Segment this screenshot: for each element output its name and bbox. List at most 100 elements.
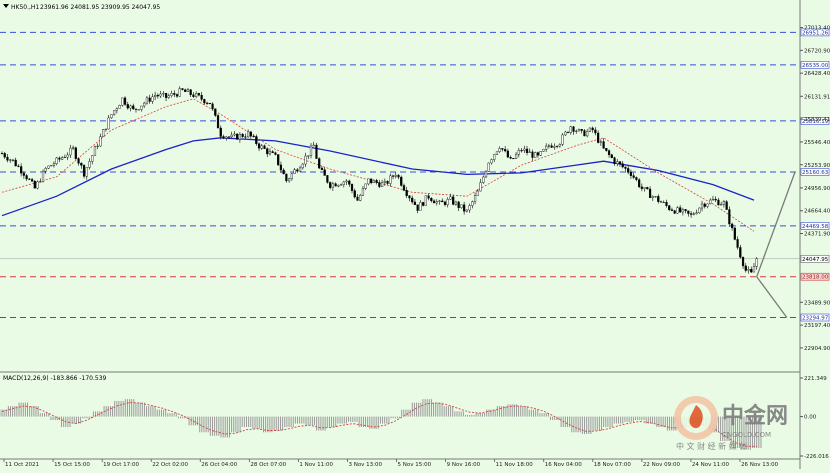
candle-body [676,207,679,214]
candle-body [525,148,529,153]
candle-body [424,195,427,206]
time-tick-label: 19 Oct 17:00 [103,462,139,468]
candle-body [687,210,690,214]
candle-body [430,197,433,202]
candlesticks [0,86,758,274]
candle-body [102,129,105,137]
candle-body [394,174,397,177]
candle-body [63,156,66,158]
candle-body [99,136,102,147]
price-tick-label: 23197.40 [804,323,830,329]
candle-body [536,152,540,156]
candle-body [241,134,244,137]
candle-body [257,143,261,149]
candle-body [575,130,578,132]
macd-tick-label: 221.349 [804,376,827,382]
candle-body [542,149,545,152]
candle-body [233,133,236,136]
candle-body [47,165,50,169]
candle-body [586,131,589,137]
candle-body [689,213,693,215]
candle-body [285,173,288,182]
watermark-slogan: 中 文 财 经 新 媒 体 [676,441,747,451]
candle-body [326,175,329,183]
candle-body [77,158,80,164]
price-tick-label: 22904.90 [804,346,830,352]
candle-body [342,181,345,185]
candle-body [6,156,9,161]
candle-body [651,196,654,198]
candle-body [25,175,28,180]
candle-body [427,195,430,199]
price-tick-label: 25839.41 [804,117,830,123]
candle-body [9,159,12,161]
candle-body [714,198,717,201]
macd-tick-label: 0.00 [804,415,817,421]
candle-body [733,227,736,240]
candle-body [711,198,715,201]
candle-body [244,136,247,138]
candle-body [104,128,108,130]
candle-body [134,108,138,110]
candle-body [441,200,444,203]
price-tick-label: 26131.91 [804,94,830,100]
candle-body [200,94,203,100]
candle-body [577,129,581,132]
candle-body [605,148,608,151]
candle-body [107,117,110,130]
price-tick-label: 26720.90 [804,48,830,54]
candle-body [353,190,356,198]
candle-body [673,210,676,214]
candle-body [22,172,25,176]
candle-body [405,190,408,197]
candle-body [517,150,520,155]
level-label: 23294.97 [802,316,829,322]
candle-body [561,134,564,145]
candle-body [638,179,641,188]
candle-body [476,190,479,196]
candle-body [550,145,553,148]
candle-body [397,174,400,178]
candle-body [91,155,94,162]
candle-body [236,133,239,140]
candle-body [659,201,663,203]
candle-body [93,146,97,156]
candle-body [736,239,739,248]
candle-body [646,187,649,190]
candle-body [479,182,482,192]
time-tick-label: 15 Oct 15:00 [54,462,90,468]
symbol-menu-icon[interactable] [3,4,9,8]
candle-body [594,129,597,134]
candle-body [402,185,406,191]
candle-body [225,136,228,139]
candle-body [520,150,523,152]
candle-body [681,209,684,213]
time-tick-label: 16 Nov 04:00 [545,462,583,468]
candle-body [293,169,296,174]
candle-body [238,134,241,140]
candle-body [597,132,600,143]
candle-body [640,186,643,189]
candle-body [20,166,23,174]
candle-body [66,154,69,158]
cngold-watermark: 中金网 CNGOLD.COM 中 文 财 经 新 媒 体 [674,396,788,451]
candle-body [389,175,392,184]
candle-body [96,145,99,147]
candle-body [523,148,526,151]
candle-body [140,105,143,110]
candle-body [454,201,458,205]
candle-body [339,184,343,186]
horizontal-levels: 26951.26 26535.00 25816.19 25160.63 24469.58… [0,28,830,322]
candle-body [731,223,734,229]
candle-body [36,181,39,189]
candle-body [484,171,488,178]
macd-label: MACD(12,26,9) -183.866 -170.539 [3,375,107,382]
candle-body [186,89,190,92]
candle-body [309,145,313,156]
time-tick-label: 26 Nov 13:00 [741,462,779,468]
candle-body [635,177,638,180]
candle-body [473,195,477,202]
